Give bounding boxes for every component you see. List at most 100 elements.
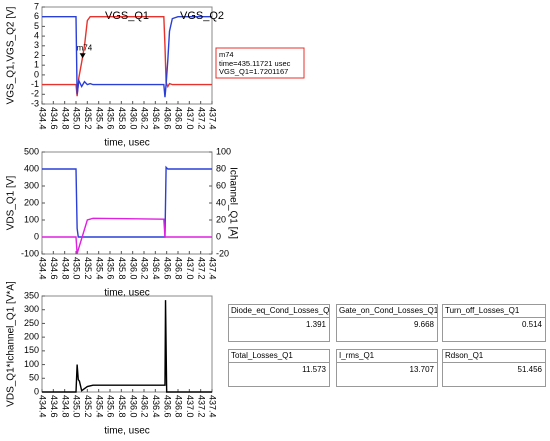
x-tick-label: 435.2 <box>83 395 93 418</box>
series-line <box>42 16 212 98</box>
x-tick-label: 436.2 <box>140 395 150 418</box>
table-cell: Turn_off_Losses_Q1 0.514 <box>442 304 546 342</box>
x-tick-label: 434.4 <box>38 395 48 418</box>
plot-frame <box>41 151 213 255</box>
x-tick-label: 437.2 <box>196 257 206 280</box>
x-tick-label: 436.0 <box>128 107 138 130</box>
y-tick-label: 350 <box>24 290 39 300</box>
y-tick-label: 250 <box>24 318 39 328</box>
series-line <box>42 217 212 255</box>
x-tick-label: 435.0 <box>72 395 82 418</box>
x-axis-label: time, usec <box>104 426 150 437</box>
y-tick-label: 6 <box>34 11 39 21</box>
y-tick-label: 2 <box>34 50 39 60</box>
table-cell: Total_Losses_Q1 11.573 <box>228 349 330 387</box>
y-tick-label: 3 <box>34 40 39 50</box>
x-tick-label: 435.4 <box>94 395 104 418</box>
x-tick-label: 435.6 <box>106 107 116 130</box>
x-tick-label: 436.0 <box>128 395 138 418</box>
x-tick-label: 437.4 <box>208 257 218 280</box>
x-tick-label: 437.0 <box>185 395 195 418</box>
x-tick-label: 436.0 <box>128 257 138 280</box>
y2-tick-label: 0 <box>216 231 221 241</box>
y-tick-label: 100 <box>24 214 39 224</box>
y-tick-label: 300 <box>24 180 39 190</box>
cell-header: Total_Losses_Q1 <box>229 350 329 363</box>
y2-tick-label: -20 <box>216 248 229 258</box>
marker-box-line: time=435.11721 usec <box>219 59 291 68</box>
y-axis-label: VGS_Q1,VGS_Q2 [V] <box>6 6 17 104</box>
y-axis-label: VDS_Q1 [V] <box>6 176 17 231</box>
marker-box-title: m74 <box>219 50 234 59</box>
x-tick-label: 434.8 <box>60 107 70 130</box>
legend-entry: VGS_Q2 <box>180 10 224 22</box>
y-tick-label: 500 <box>24 146 39 156</box>
x-tick-label: 435.8 <box>117 395 127 418</box>
cell-header: Diode_eq_Cond_Losses_Q1 <box>229 305 329 318</box>
x-tick-label: 435.4 <box>94 257 104 280</box>
x-tick-label: 435.2 <box>83 107 93 130</box>
cell-value: 0.514 <box>521 320 542 329</box>
x-axis-label: time, usec <box>104 138 150 149</box>
y-tick-label: 150 <box>24 345 39 355</box>
y-tick-label: 0 <box>34 386 39 396</box>
x-tick-label: 436.2 <box>140 257 150 280</box>
x-tick-label: 437.4 <box>208 395 218 418</box>
y-tick-label: 5 <box>34 21 39 31</box>
y-tick-label: 7 <box>34 1 39 11</box>
x-tick-label: 437.0 <box>185 257 195 280</box>
series-line <box>42 165 212 238</box>
x-tick-label: 437.0 <box>185 107 195 130</box>
x-tick-label: 435.8 <box>117 107 127 130</box>
y-tick-label: 200 <box>24 197 39 207</box>
x-tick-label: 436.6 <box>162 107 172 130</box>
marker-box <box>215 47 305 79</box>
x-tick-label: 435.8 <box>117 257 127 280</box>
y-tick-label: 50 <box>29 373 39 383</box>
y2-axis-label: Ichannel_Q1 [A] <box>227 167 238 239</box>
x-tick-label: 437.2 <box>196 107 206 130</box>
y2-tick-label: 20 <box>216 214 226 224</box>
y-tick-label: 400 <box>24 163 39 173</box>
series-line <box>42 300 212 393</box>
x-tick-label: 436.8 <box>174 107 184 130</box>
x-tick-label: 435.0 <box>72 257 82 280</box>
x-tick-label: 434.6 <box>49 395 59 418</box>
x-tick-label: 434.8 <box>60 257 70 280</box>
x-tick-label: 435.6 <box>106 395 116 418</box>
y-tick-label: -3 <box>31 98 39 108</box>
y-tick-label: -1 <box>31 79 39 89</box>
y-tick-label: -100 <box>21 248 39 258</box>
x-tick-label: 434.6 <box>49 257 59 280</box>
legend-entry: VGS_Q1 <box>105 10 149 22</box>
y2-tick-label: 60 <box>216 180 226 190</box>
table-cell: Diode_eq_Cond_Losses_Q1 1.391 <box>228 304 330 342</box>
x-tick-label: 434.6 <box>49 107 59 130</box>
x-tick-label: 436.2 <box>140 107 150 130</box>
x-tick-label: 436.8 <box>174 395 184 418</box>
y-tick-label: 0 <box>34 69 39 79</box>
table-cell: I_rms_Q1 13.707 <box>336 349 438 387</box>
x-tick-label: 436.8 <box>174 257 184 280</box>
cell-header: Gate_on_Cond_Losses_Q1 <box>337 305 437 318</box>
y-axis-label: VDS_Q1*Ichannel_Q1 [V*A] <box>6 281 17 407</box>
marker-point <box>79 53 86 59</box>
x-tick-label: 434.4 <box>38 257 48 280</box>
cell-header: I_rms_Q1 <box>337 350 437 363</box>
y2-tick-label: 80 <box>216 163 226 173</box>
x-tick-label: 435.0 <box>72 107 82 130</box>
cell-header: Turn_off_Losses_Q1 <box>443 305 545 318</box>
cell-header: Rdson_Q1 <box>443 350 545 363</box>
x-tick-label: 435.4 <box>94 107 104 130</box>
y-tick-label: -2 <box>31 89 39 99</box>
y-tick-label: 100 <box>24 359 39 369</box>
x-tick-label: 436.4 <box>151 395 161 418</box>
x-tick-label: 435.2 <box>83 257 93 280</box>
x-tick-label: 436.4 <box>151 107 161 130</box>
y2-tick-label: 100 <box>216 146 231 156</box>
x-tick-label: 436.4 <box>151 257 161 280</box>
plot-frame <box>41 295 213 393</box>
cell-value: 9.668 <box>413 320 434 329</box>
y-tick-label: 4 <box>34 30 39 40</box>
